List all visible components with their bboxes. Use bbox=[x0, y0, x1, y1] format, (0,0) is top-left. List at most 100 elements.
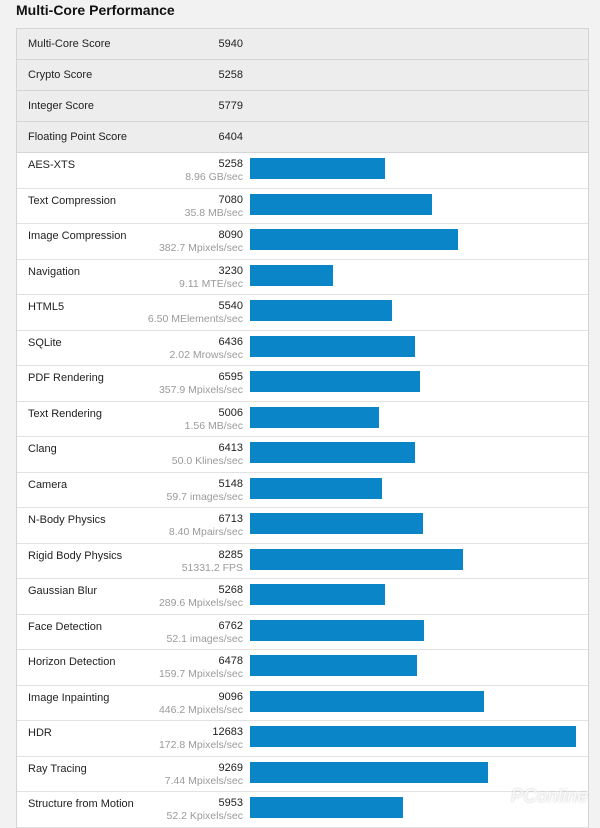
benchmark-throughput: 35.8 MB/sec bbox=[184, 206, 243, 219]
benchmark-throughput: 289.6 Mpixels/sec bbox=[158, 597, 243, 609]
benchmark-bar bbox=[250, 229, 458, 250]
benchmark-row: Image Compression 8090 382.7 Mpixels/sec bbox=[17, 224, 588, 260]
benchmark-bar bbox=[250, 264, 334, 286]
benchmark-label: Structure from Motion bbox=[28, 798, 134, 810]
bar-track bbox=[250, 761, 580, 783]
summary-label: Floating Point Score bbox=[28, 131, 128, 143]
benchmark-row: Camera 5148 59.7 images/sec bbox=[17, 472, 588, 508]
bar-track bbox=[250, 655, 580, 676]
benchmark-bar bbox=[250, 300, 393, 321]
benchmark-label: AES-XTS bbox=[28, 159, 76, 171]
bar-track bbox=[250, 584, 580, 605]
bar-track bbox=[250, 371, 580, 392]
benchmark-bar bbox=[250, 548, 463, 570]
benchmark-row: PDF Rendering 6595 357.9 Mpixels/sec bbox=[17, 366, 588, 402]
benchmark-row: AES-XTS 5258 8.96 GB/sec bbox=[17, 153, 588, 189]
benchmark-score: 9096 bbox=[218, 690, 243, 703]
benchmark-bar bbox=[250, 584, 386, 605]
benchmark-label: Image Inpainting bbox=[28, 691, 110, 704]
benchmark-throughput: 1.56 MB/sec bbox=[184, 419, 243, 432]
benchmark-throughput: 2.02 Mrows/sec bbox=[169, 348, 243, 361]
benchmark-throughput: 8.96 GB/sec bbox=[185, 171, 243, 183]
bar-track bbox=[250, 548, 580, 570]
benchmark-row: Text Compression 7080 35.8 MB/sec bbox=[17, 188, 588, 224]
bar-track bbox=[250, 406, 580, 428]
benchmark-bar bbox=[250, 477, 383, 499]
benchmark-bar bbox=[250, 690, 484, 712]
benchmark-label: Ray Tracing bbox=[28, 762, 87, 775]
benchmark-throughput: 8.40 Mpairs/sec bbox=[168, 526, 243, 538]
benchmark-score: 12683 bbox=[212, 726, 243, 738]
benchmark-row: Horizon Detection 6478 159.7 Mpixels/sec bbox=[17, 650, 588, 686]
summary-row: Multi-Core Score 5940 bbox=[17, 29, 588, 60]
bar-track bbox=[250, 193, 580, 215]
bar-track bbox=[250, 158, 580, 179]
bar-track bbox=[250, 726, 580, 747]
benchmark-label: Horizon Detection bbox=[28, 656, 116, 668]
benchmark-score: 9269 bbox=[218, 761, 243, 774]
benchmark-bar bbox=[250, 406, 379, 428]
benchmark-label: Text Rendering bbox=[28, 407, 102, 420]
benchmark-row: N-Body Physics 6713 8.40 Mpairs/sec bbox=[17, 508, 588, 544]
benchmark-row: Ray Tracing 9269 7.44 Mpixels/sec bbox=[17, 756, 588, 792]
benchmark-throughput: 357.9 Mpixels/sec bbox=[158, 384, 243, 396]
benchmark-bar bbox=[250, 335, 416, 357]
summary-value: 5779 bbox=[218, 100, 243, 112]
bar-track bbox=[250, 442, 580, 463]
benchmark-bar bbox=[250, 655, 417, 676]
page-title: Multi-Core Performance bbox=[16, 2, 175, 18]
benchmark-bar bbox=[250, 797, 403, 818]
benchmark-score: 8090 bbox=[218, 229, 243, 241]
benchmark-score: 6595 bbox=[218, 371, 243, 383]
benchmark-throughput: 50.0 Klines/sec bbox=[171, 455, 243, 467]
benchmark-throughput: 52.1 images/sec bbox=[166, 632, 243, 645]
benchmark-throughput: 59.7 images/sec bbox=[166, 490, 243, 503]
benchmark-score: 6436 bbox=[218, 335, 243, 348]
benchmark-score: 5268 bbox=[218, 584, 243, 596]
benchmark-score: 7080 bbox=[218, 193, 243, 206]
summary-row: Floating Point Score 6404 bbox=[17, 122, 588, 153]
bar-track bbox=[250, 690, 580, 712]
benchmark-throughput: 7.44 Mpixels/sec bbox=[164, 774, 243, 787]
bar-track bbox=[250, 477, 580, 499]
benchmark-label: Face Detection bbox=[28, 620, 102, 633]
summary-label: Multi-Core Score bbox=[28, 38, 111, 50]
benchmark-score: 5258 bbox=[218, 158, 243, 170]
benchmark-bar bbox=[250, 193, 432, 215]
benchmark-row: Structure from Motion 5953 52.2 Kpixels/se… bbox=[17, 792, 588, 828]
benchmark-score: 6762 bbox=[218, 619, 243, 632]
benchmark-row: Face Detection 6762 52.1 images/sec bbox=[17, 614, 588, 650]
benchmark-bar bbox=[250, 513, 423, 534]
benchmark-score: 5540 bbox=[218, 300, 243, 312]
benchmark-throughput: 51331.2 FPS bbox=[181, 561, 243, 574]
bar-track bbox=[250, 264, 580, 286]
benchmark-row: SQLite 6436 2.02 Mrows/sec bbox=[17, 330, 588, 366]
benchmark-throughput: 6.50 MElements/sec bbox=[147, 313, 243, 325]
benchmark-score: 5006 bbox=[218, 406, 243, 419]
benchmark-throughput: 9.11 MTE/sec bbox=[179, 277, 243, 290]
benchmark-throughput: 159.7 Mpixels/sec bbox=[158, 668, 243, 680]
bar-track bbox=[250, 513, 580, 534]
benchmark-label: HDR bbox=[28, 727, 52, 739]
benchmark-throughput: 172.8 Mpixels/sec bbox=[158, 739, 243, 751]
benchmark-score: 6713 bbox=[218, 513, 243, 525]
benchmark-row: Image Inpainting 9096 446.2 Mpixels/sec bbox=[17, 685, 588, 721]
benchmark-label: Clang bbox=[28, 443, 57, 455]
bar-track bbox=[250, 229, 580, 250]
bar-track bbox=[250, 300, 580, 321]
benchmark-label: PDF Rendering bbox=[28, 372, 104, 384]
bar-track bbox=[250, 335, 580, 357]
benchmark-label: Gaussian Blur bbox=[28, 585, 98, 597]
benchmark-score: 5148 bbox=[218, 477, 243, 490]
benchmark-throughput: 446.2 Mpixels/sec bbox=[158, 703, 243, 716]
summary-row: Integer Score 5779 bbox=[17, 91, 588, 122]
benchmark-throughput: 382.7 Mpixels/sec bbox=[158, 242, 243, 254]
benchmark-row: Gaussian Blur 5268 289.6 Mpixels/sec bbox=[17, 579, 588, 615]
benchmark-throughput: 52.2 Kpixels/sec bbox=[166, 810, 243, 822]
benchmark-score: 8285 bbox=[218, 548, 243, 561]
benchmark-chart: AES-XTS 5258 8.96 GB/sec Text Compression 70… bbox=[17, 153, 588, 828]
benchmark-label: Image Compression bbox=[28, 230, 127, 242]
summary-row: Crypto Score 5258 bbox=[17, 60, 588, 91]
benchmark-label: Text Compression bbox=[28, 194, 117, 207]
benchmark-label: Navigation bbox=[28, 265, 80, 278]
